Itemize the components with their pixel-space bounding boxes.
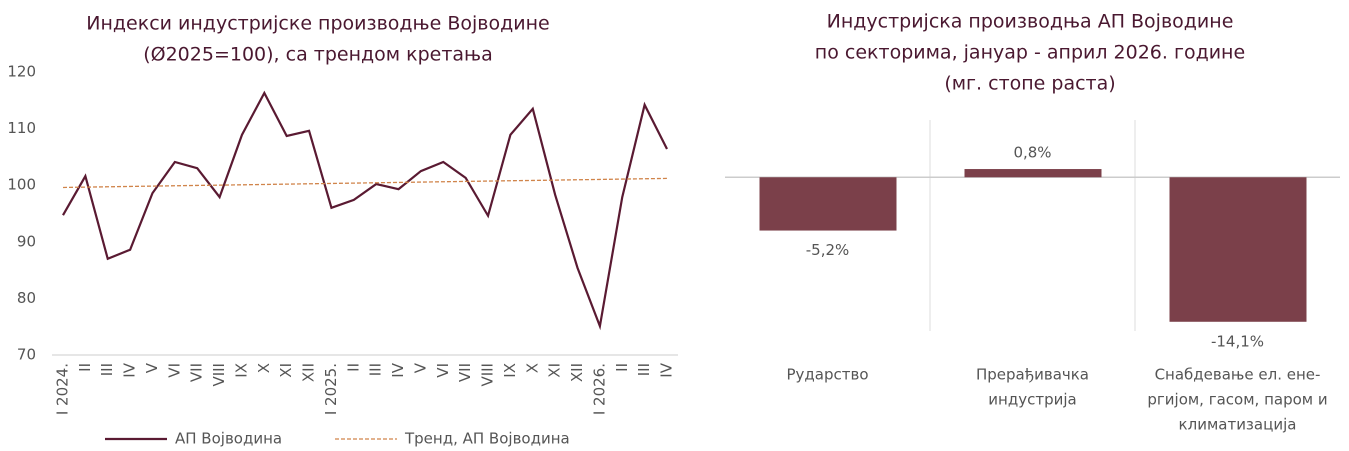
- x-tick-label: VIII: [210, 363, 228, 387]
- x-tick-label: III: [367, 363, 385, 376]
- legend-label: АП Војводина: [175, 430, 282, 448]
- y-tick-label: 120: [7, 63, 36, 81]
- x-tick-label: климатизација: [1179, 416, 1297, 434]
- chart-title: (мг. стопе раста): [944, 73, 1115, 95]
- series-line: [62, 177, 668, 189]
- x-tick-label: VIII: [479, 363, 497, 387]
- x-tick-label: III: [635, 363, 653, 376]
- x-tick-label: XII: [300, 363, 318, 382]
- x-tick-label: VII: [456, 363, 474, 382]
- x-tick-label: индустрија: [988, 391, 1076, 409]
- chart-title: Индекси индустријске производње Војводин…: [86, 13, 549, 35]
- y-tick-label: 70: [17, 346, 36, 364]
- y-tick-label: 90: [17, 232, 36, 250]
- x-tick-label: XII: [568, 363, 586, 382]
- chart-title: Индустријска производња АП Војводине: [827, 11, 1234, 33]
- x-tick-label: IV: [389, 362, 407, 377]
- bar: [759, 177, 897, 231]
- x-tick-label: VI: [165, 363, 183, 378]
- x-tick-label: IV: [658, 362, 676, 377]
- value-label: -14,1%: [1211, 332, 1264, 350]
- x-tick-label: Снабдевање ел. ене-: [1155, 366, 1321, 384]
- x-tick-label: VII: [188, 363, 206, 382]
- x-tick-label: IX: [501, 363, 519, 378]
- x-tick-label: I 2026.: [590, 363, 608, 415]
- x-tick-label: IX: [232, 363, 250, 378]
- x-tick-label: V: [143, 362, 161, 373]
- x-tick-label: Рударство: [786, 366, 868, 384]
- series-line: [62, 90, 668, 331]
- x-tick-label: Прерађивачка: [976, 366, 1089, 384]
- legend-label: Тренд, АП Војводина: [404, 430, 570, 448]
- y-tick-label: 110: [7, 119, 36, 137]
- bar: [1169, 177, 1307, 322]
- x-tick-label: I 2025.: [322, 363, 340, 415]
- x-tick-label: ргијом, гасом, паром и: [1147, 391, 1327, 409]
- x-tick-label: I 2024.: [54, 363, 72, 415]
- x-tick-label: XI: [277, 363, 295, 378]
- x-tick-label: XI: [546, 363, 564, 378]
- x-tick-label: II: [613, 363, 631, 372]
- x-tick-label: V: [411, 362, 429, 373]
- x-tick-label: IV: [121, 362, 139, 377]
- x-tick-label: X: [255, 363, 273, 373]
- chart-title: по секторима, јануар - април 2026. годин…: [815, 42, 1245, 64]
- bar: [964, 169, 1102, 178]
- y-tick-label: 80: [17, 289, 36, 307]
- chart-title: (Ø2025=100), са трендом кретања: [143, 44, 493, 66]
- x-tick-label: III: [98, 363, 116, 376]
- x-tick-label: II: [344, 363, 362, 372]
- x-tick-label: X: [523, 363, 541, 373]
- y-tick-label: 100: [7, 176, 36, 194]
- value-label: -5,2%: [806, 241, 850, 259]
- x-tick-label: II: [76, 363, 94, 372]
- value-label: 0,8%: [1013, 144, 1051, 162]
- x-tick-label: VI: [434, 363, 452, 378]
